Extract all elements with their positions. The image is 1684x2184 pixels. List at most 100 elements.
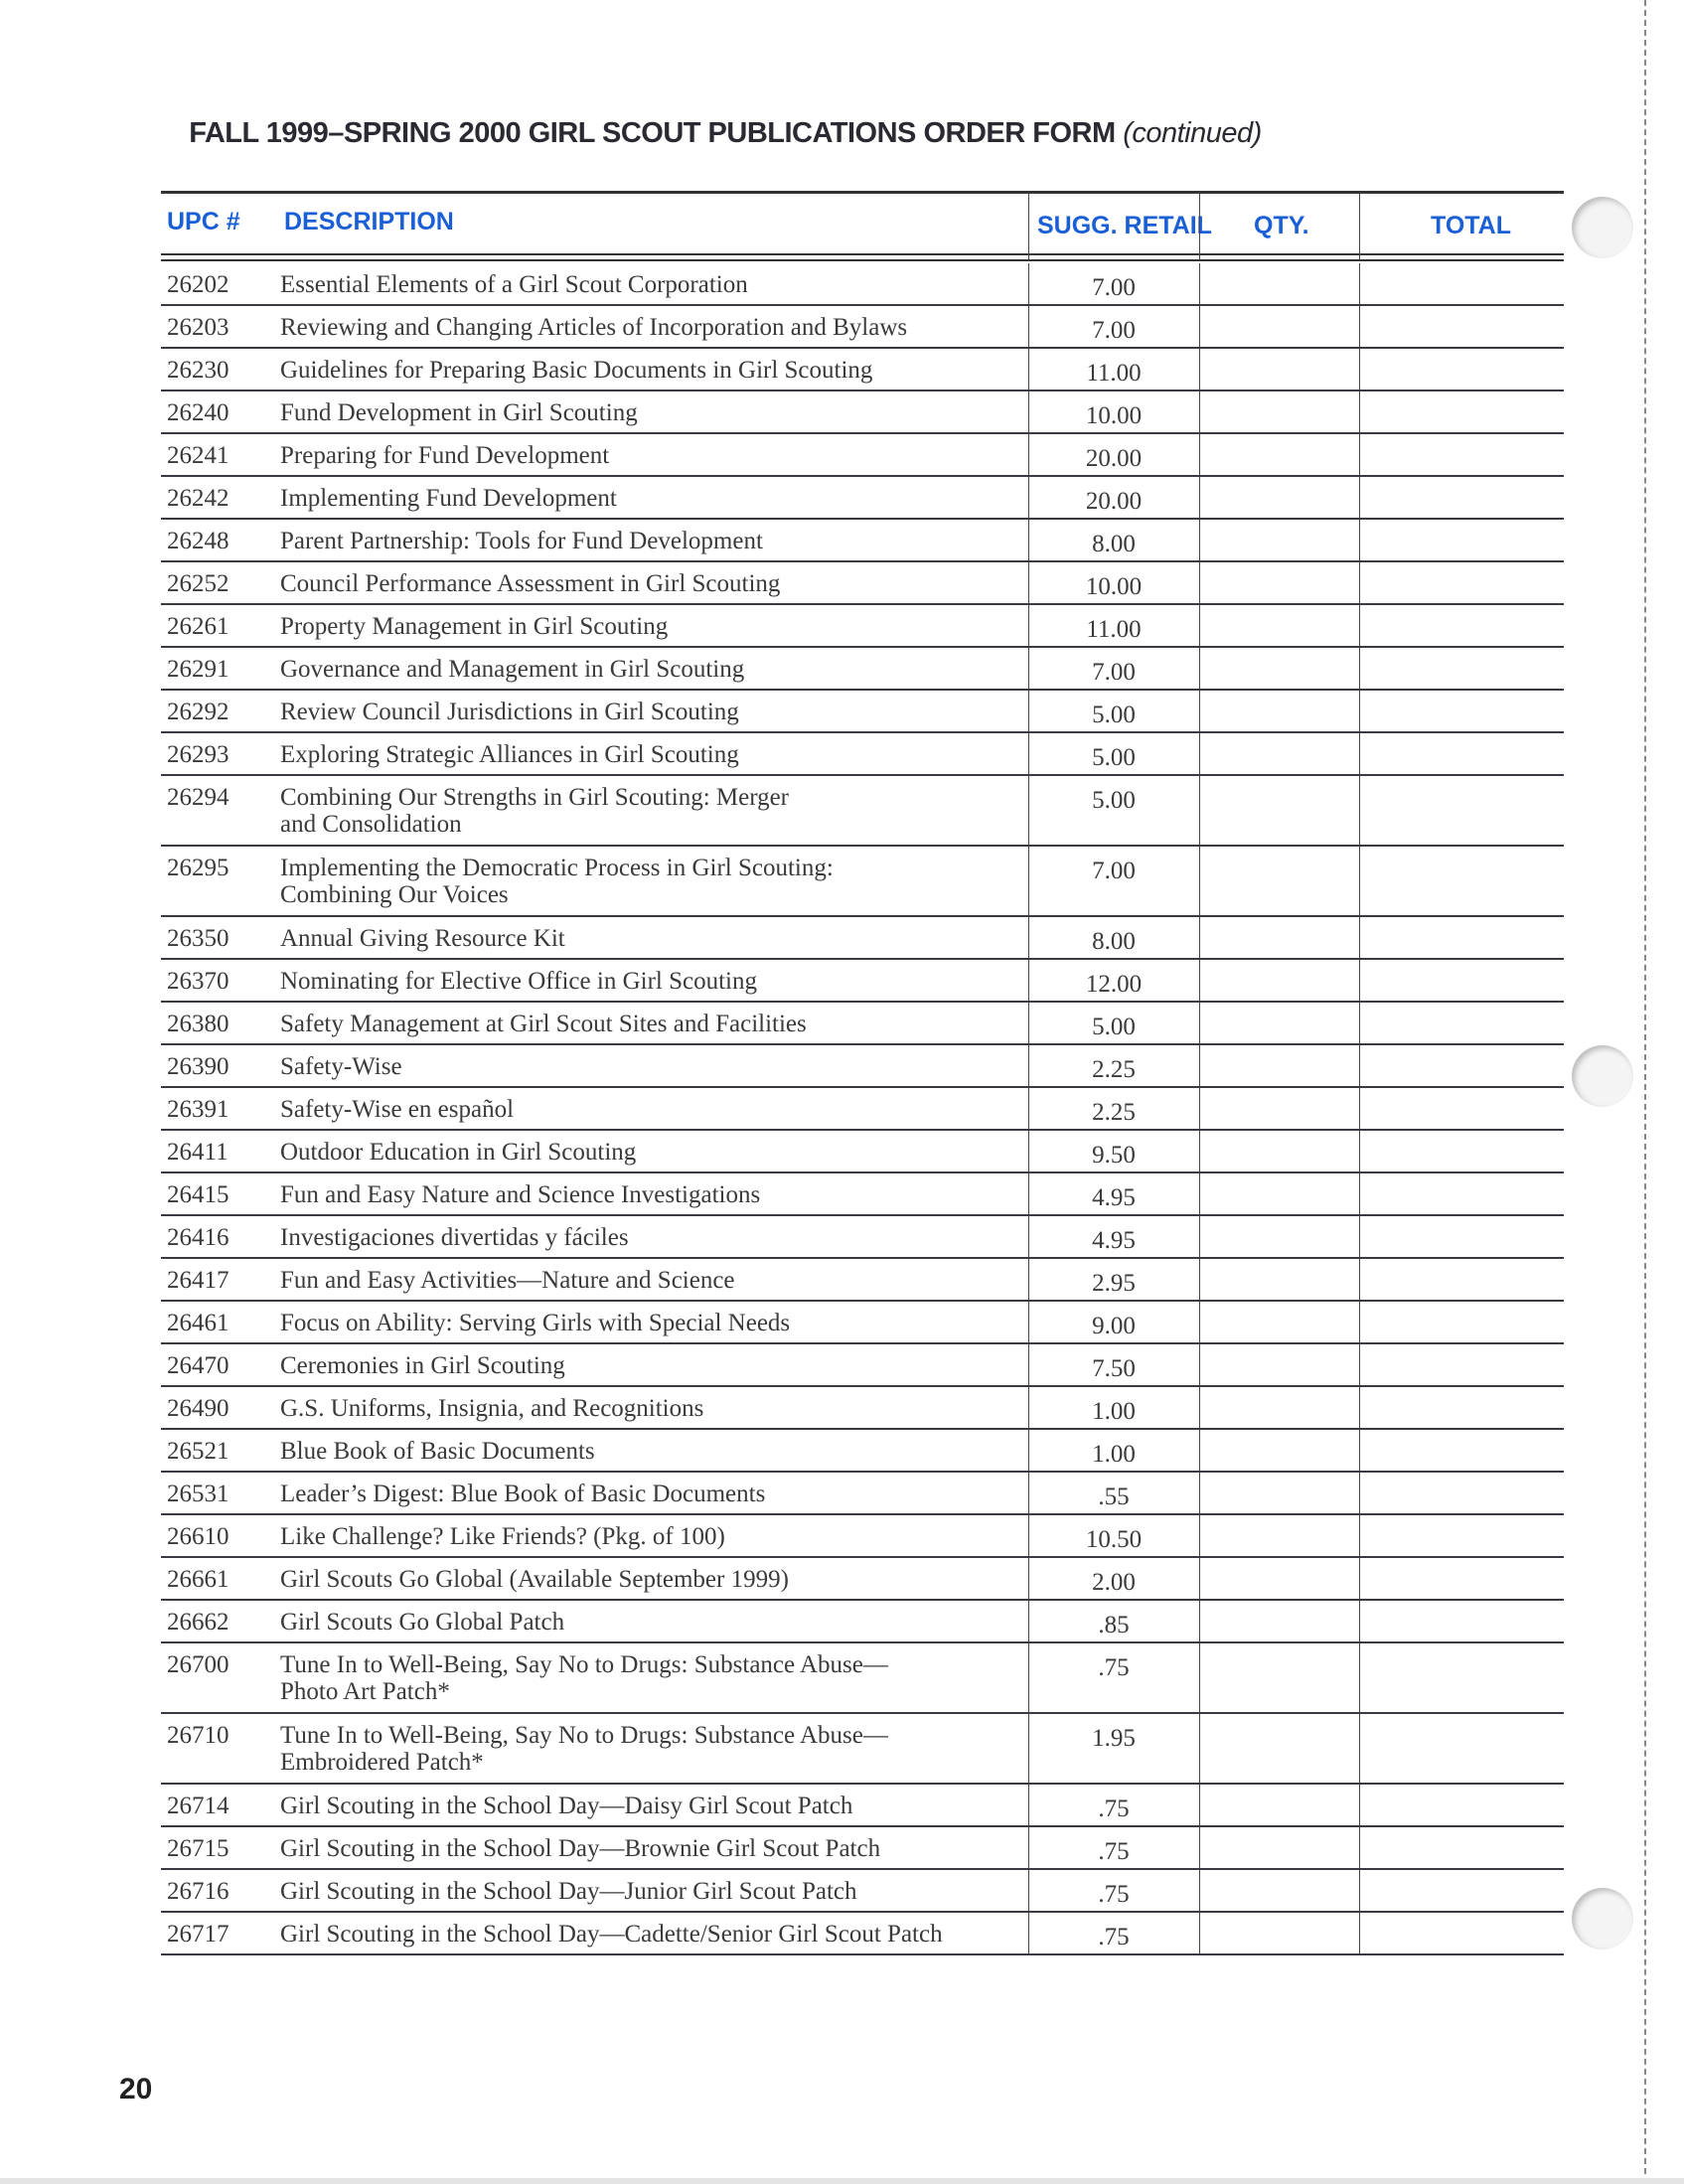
qty-field[interactable]: [1201, 1003, 1358, 1043]
qty-field[interactable]: [1201, 1302, 1358, 1342]
total-field[interactable]: [1361, 1344, 1564, 1385]
qty-field[interactable]: [1201, 1344, 1358, 1385]
qty-field[interactable]: [1201, 1515, 1358, 1556]
qty-field[interactable]: [1201, 1601, 1358, 1641]
table-row: 26714 Girl Scouting in the School Day—Dai…: [161, 1785, 1564, 1827]
total-field[interactable]: [1361, 1131, 1564, 1171]
total-field[interactable]: [1361, 1601, 1564, 1641]
divider: [1028, 648, 1029, 689]
description-line: Implementing the Democratic Process in G…: [280, 855, 834, 881]
total-field[interactable]: [1361, 1259, 1564, 1300]
table-row: 26293 Exploring Strategic Alliances in Gi…: [161, 733, 1564, 776]
total-field[interactable]: [1361, 960, 1564, 1001]
total-field[interactable]: [1361, 1387, 1564, 1428]
description-line: Exploring Strategic Alliances in Girl Sc…: [280, 741, 739, 768]
total-field[interactable]: [1361, 1088, 1564, 1129]
total-field[interactable]: [1361, 1558, 1564, 1599]
qty-field[interactable]: [1201, 306, 1358, 347]
upc-code: 26415: [167, 1181, 230, 1208]
total-field[interactable]: [1361, 776, 1564, 845]
table-row: 26294 Combining Our Strengths in Girl Sco…: [161, 776, 1564, 847]
qty-field[interactable]: [1201, 1473, 1358, 1513]
qty-field[interactable]: [1201, 1387, 1358, 1428]
total-field[interactable]: [1361, 306, 1564, 347]
total-field[interactable]: [1361, 434, 1564, 475]
qty-field[interactable]: [1201, 1131, 1358, 1171]
total-field[interactable]: [1361, 477, 1564, 518]
total-field[interactable]: [1361, 263, 1564, 304]
qty-field[interactable]: [1201, 263, 1358, 304]
total-field[interactable]: [1361, 1913, 1564, 1953]
description: G.S. Uniforms, Insignia, and Recognition…: [280, 1395, 1115, 1422]
total-field[interactable]: [1361, 1045, 1564, 1086]
total-field[interactable]: [1361, 917, 1564, 958]
total-field[interactable]: [1361, 1643, 1564, 1712]
qty-field[interactable]: [1201, 1785, 1358, 1825]
total-field[interactable]: [1361, 1785, 1564, 1825]
total-field[interactable]: [1361, 1003, 1564, 1043]
qty-field[interactable]: [1201, 1259, 1358, 1300]
qty-field[interactable]: [1201, 648, 1358, 689]
total-field[interactable]: [1361, 391, 1564, 432]
qty-field[interactable]: [1201, 434, 1358, 475]
divider: [1028, 306, 1029, 347]
total-field[interactable]: [1361, 1216, 1564, 1257]
upc-code: 26716: [167, 1878, 230, 1905]
qty-field[interactable]: [1201, 1827, 1358, 1868]
qty-field[interactable]: [1201, 1430, 1358, 1471]
qty-field[interactable]: [1201, 1870, 1358, 1911]
divider: [1359, 349, 1360, 390]
qty-field[interactable]: [1201, 391, 1358, 432]
qty-field[interactable]: [1201, 1643, 1358, 1712]
qty-field[interactable]: [1201, 733, 1358, 774]
qty-field[interactable]: [1201, 1088, 1358, 1129]
qty-field[interactable]: [1201, 605, 1358, 646]
total-field[interactable]: [1361, 349, 1564, 390]
qty-field[interactable]: [1201, 776, 1358, 845]
description-line: Safety-Wise: [280, 1053, 402, 1080]
qty-field[interactable]: [1201, 562, 1358, 603]
sugg-retail: 5.00: [1092, 702, 1136, 728]
qty-field[interactable]: [1201, 520, 1358, 560]
total-field[interactable]: [1361, 1827, 1564, 1868]
qty-field[interactable]: [1201, 1216, 1358, 1257]
total-field[interactable]: [1361, 691, 1564, 731]
table-row: 26370 Nominating for Elective Office in G…: [161, 960, 1564, 1003]
qty-field[interactable]: [1201, 847, 1358, 915]
description: Reviewing and Changing Articles of Incor…: [280, 314, 1115, 341]
total-field[interactable]: [1361, 605, 1564, 646]
total-field[interactable]: [1361, 1714, 1564, 1783]
total-field[interactable]: [1361, 1430, 1564, 1471]
qty-field[interactable]: [1201, 349, 1358, 390]
divider: [1028, 1173, 1029, 1214]
divider: [1199, 960, 1200, 1001]
qty-field[interactable]: [1201, 1173, 1358, 1214]
divider: [1199, 917, 1200, 958]
qty-field[interactable]: [1201, 1045, 1358, 1086]
divider: [1199, 306, 1200, 347]
divider: [1028, 1259, 1029, 1300]
total-field[interactable]: [1361, 733, 1564, 774]
total-field[interactable]: [1361, 1870, 1564, 1911]
total-field[interactable]: [1361, 1302, 1564, 1342]
qty-field[interactable]: [1201, 960, 1358, 1001]
description: Girl Scouting in the School Day—Cadette/…: [280, 1921, 1115, 1948]
total-field[interactable]: [1361, 520, 1564, 560]
qty-field[interactable]: [1201, 691, 1358, 731]
total-field[interactable]: [1361, 1173, 1564, 1214]
qty-field[interactable]: [1201, 917, 1358, 958]
total-field[interactable]: [1361, 1473, 1564, 1513]
total-field[interactable]: [1361, 1515, 1564, 1556]
qty-field[interactable]: [1201, 477, 1358, 518]
upc-code: 26248: [167, 528, 230, 554]
sugg-retail: 8.00: [1092, 531, 1136, 557]
divider: [1028, 1785, 1029, 1825]
col-upc: UPC #: [167, 208, 240, 235]
total-field[interactable]: [1361, 847, 1564, 915]
qty-field[interactable]: [1201, 1913, 1358, 1953]
qty-field[interactable]: [1201, 1714, 1358, 1783]
total-field[interactable]: [1361, 648, 1564, 689]
qty-field[interactable]: [1201, 1558, 1358, 1599]
total-field[interactable]: [1361, 562, 1564, 603]
description-line: Outdoor Education in Girl Scouting: [280, 1139, 637, 1166]
